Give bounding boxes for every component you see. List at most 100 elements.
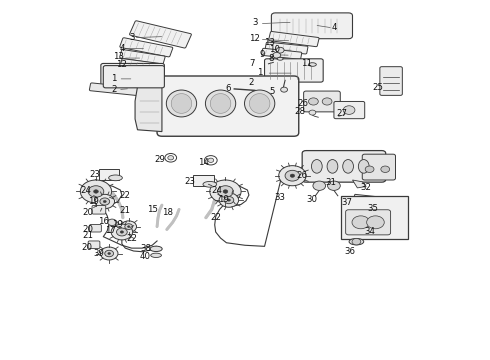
Text: 19: 19: [88, 197, 99, 206]
Circle shape: [309, 98, 318, 105]
Ellipse shape: [166, 90, 196, 117]
Circle shape: [281, 87, 288, 92]
Text: 8: 8: [269, 54, 274, 63]
FancyBboxPatch shape: [334, 102, 365, 119]
Text: 35: 35: [368, 204, 378, 213]
Text: 17: 17: [105, 226, 116, 235]
FancyBboxPatch shape: [345, 210, 391, 235]
Text: 40: 40: [140, 252, 151, 261]
Ellipse shape: [151, 253, 161, 257]
Text: 39: 39: [93, 249, 104, 258]
Circle shape: [80, 180, 112, 203]
Circle shape: [219, 193, 239, 207]
FancyBboxPatch shape: [304, 91, 340, 112]
Text: 2: 2: [248, 78, 254, 87]
Circle shape: [127, 226, 130, 228]
Circle shape: [352, 238, 361, 245]
Ellipse shape: [109, 175, 122, 181]
FancyBboxPatch shape: [262, 48, 302, 59]
Text: 32: 32: [361, 183, 372, 192]
Text: 24: 24: [81, 186, 92, 195]
Ellipse shape: [171, 94, 192, 113]
Circle shape: [208, 158, 214, 162]
FancyBboxPatch shape: [120, 38, 173, 57]
Text: 25: 25: [372, 83, 383, 92]
Ellipse shape: [349, 238, 364, 245]
Text: 14: 14: [198, 158, 209, 167]
Text: 11: 11: [300, 59, 312, 68]
Text: 3: 3: [129, 33, 134, 42]
FancyBboxPatch shape: [265, 59, 323, 82]
Text: 26: 26: [297, 99, 308, 108]
Circle shape: [279, 166, 306, 186]
Polygon shape: [135, 76, 162, 132]
Circle shape: [328, 181, 340, 190]
Circle shape: [88, 186, 104, 197]
Text: 10: 10: [269, 45, 280, 54]
Text: 2: 2: [111, 85, 117, 94]
FancyBboxPatch shape: [99, 168, 120, 180]
Circle shape: [218, 186, 233, 197]
Text: 29: 29: [154, 155, 165, 164]
Circle shape: [365, 166, 374, 172]
Ellipse shape: [327, 159, 338, 173]
Text: 37: 37: [341, 198, 352, 207]
Ellipse shape: [245, 90, 275, 117]
Text: 4: 4: [332, 23, 337, 32]
Text: 34: 34: [364, 227, 375, 236]
Circle shape: [381, 166, 390, 172]
Text: 12: 12: [249, 34, 260, 43]
FancyBboxPatch shape: [265, 42, 308, 54]
Circle shape: [290, 174, 294, 177]
Text: 19: 19: [218, 195, 228, 204]
Circle shape: [352, 216, 369, 229]
Ellipse shape: [249, 94, 270, 113]
Text: 28: 28: [294, 107, 305, 116]
Text: 3: 3: [252, 18, 258, 27]
Text: 19: 19: [112, 220, 122, 229]
FancyBboxPatch shape: [101, 63, 164, 88]
Text: 1: 1: [257, 68, 263, 77]
Circle shape: [210, 180, 241, 203]
Ellipse shape: [309, 63, 317, 66]
Text: 36: 36: [344, 247, 356, 256]
Circle shape: [125, 224, 133, 229]
FancyBboxPatch shape: [380, 67, 402, 95]
Ellipse shape: [150, 246, 162, 252]
Circle shape: [367, 216, 384, 229]
Text: 23: 23: [89, 171, 100, 180]
Circle shape: [224, 197, 234, 204]
Ellipse shape: [205, 90, 236, 117]
Circle shape: [121, 221, 137, 232]
Text: 26: 26: [296, 171, 308, 180]
Text: 23: 23: [184, 177, 196, 186]
Text: 13: 13: [264, 38, 275, 47]
Ellipse shape: [343, 159, 353, 173]
FancyBboxPatch shape: [92, 206, 106, 214]
Text: 7: 7: [249, 59, 255, 68]
Circle shape: [111, 224, 133, 240]
Circle shape: [108, 253, 110, 255]
Text: 5: 5: [270, 86, 275, 95]
Circle shape: [276, 47, 284, 53]
Circle shape: [120, 231, 123, 233]
Text: 22: 22: [119, 191, 130, 200]
Polygon shape: [352, 194, 387, 204]
FancyBboxPatch shape: [229, 81, 259, 97]
Circle shape: [273, 52, 281, 58]
Circle shape: [100, 198, 110, 205]
FancyBboxPatch shape: [120, 50, 165, 64]
Text: 18: 18: [162, 208, 173, 217]
Circle shape: [105, 250, 114, 257]
Text: 38: 38: [141, 244, 152, 253]
Text: 9: 9: [259, 50, 265, 59]
FancyBboxPatch shape: [269, 31, 319, 47]
FancyBboxPatch shape: [103, 66, 164, 88]
FancyBboxPatch shape: [89, 83, 161, 98]
Text: 6: 6: [225, 84, 231, 93]
Circle shape: [309, 110, 316, 115]
Ellipse shape: [358, 159, 369, 173]
Text: 20: 20: [82, 225, 93, 234]
Text: 4: 4: [119, 44, 124, 53]
Ellipse shape: [277, 57, 283, 60]
